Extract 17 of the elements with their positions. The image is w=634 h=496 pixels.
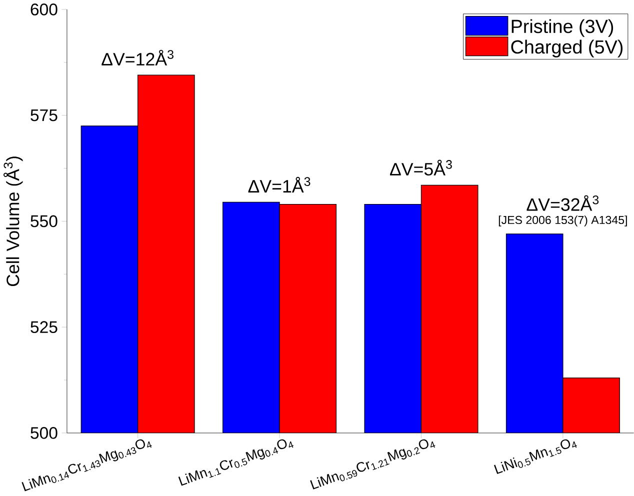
y-tick-label: 525 bbox=[30, 321, 58, 334]
y-tick-label: 550 bbox=[30, 215, 58, 228]
x-tick-label: LiMn$_{0.14}$Cr$_{1.43}$Mg$_{0.43}$O$_{4}$ bbox=[22, 440, 152, 492]
legend-label: Charged (5V) bbox=[511, 40, 622, 58]
x-tick-label: LiMn$_{1.1}$Cr$_{0.5}$Mg$_{0.4}$O$_{4}$ bbox=[178, 440, 294, 486]
annotation: ΔV=32Å$^{3}$ bbox=[526, 195, 599, 212]
y-tick-label: 575 bbox=[30, 110, 58, 122]
x-tick-label: LiMn$_{0.59}$Cr$_{1.21}$Mg$_{0.2}$O$_{4}$ bbox=[310, 440, 436, 490]
y-tick-label: 500 bbox=[30, 427, 58, 440]
y-axis-title: Cell Volume (Å$^{3}$) bbox=[3, 156, 23, 286]
annotation: ΔV=1Å$^{3}$ bbox=[248, 177, 310, 193]
annotation: ΔV=5Å$^{3}$ bbox=[390, 160, 452, 176]
y-tick-label: 600 bbox=[30, 4, 58, 16]
legend-label: Pristine (3V) bbox=[512, 19, 614, 38]
annotation: [JES 2006 153(7) A1345] bbox=[498, 216, 627, 227]
annotation: ΔV=12Å$^{3}$ bbox=[102, 50, 174, 66]
x-tick-label: LiNi$_{0.5}$Mn$_{1.5}$O$_{4}$ bbox=[494, 440, 577, 474]
